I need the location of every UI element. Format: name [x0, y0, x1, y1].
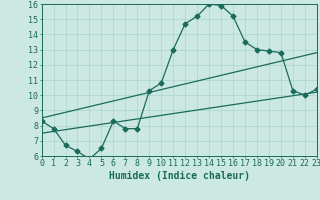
X-axis label: Humidex (Indice chaleur): Humidex (Indice chaleur)	[109, 171, 250, 181]
